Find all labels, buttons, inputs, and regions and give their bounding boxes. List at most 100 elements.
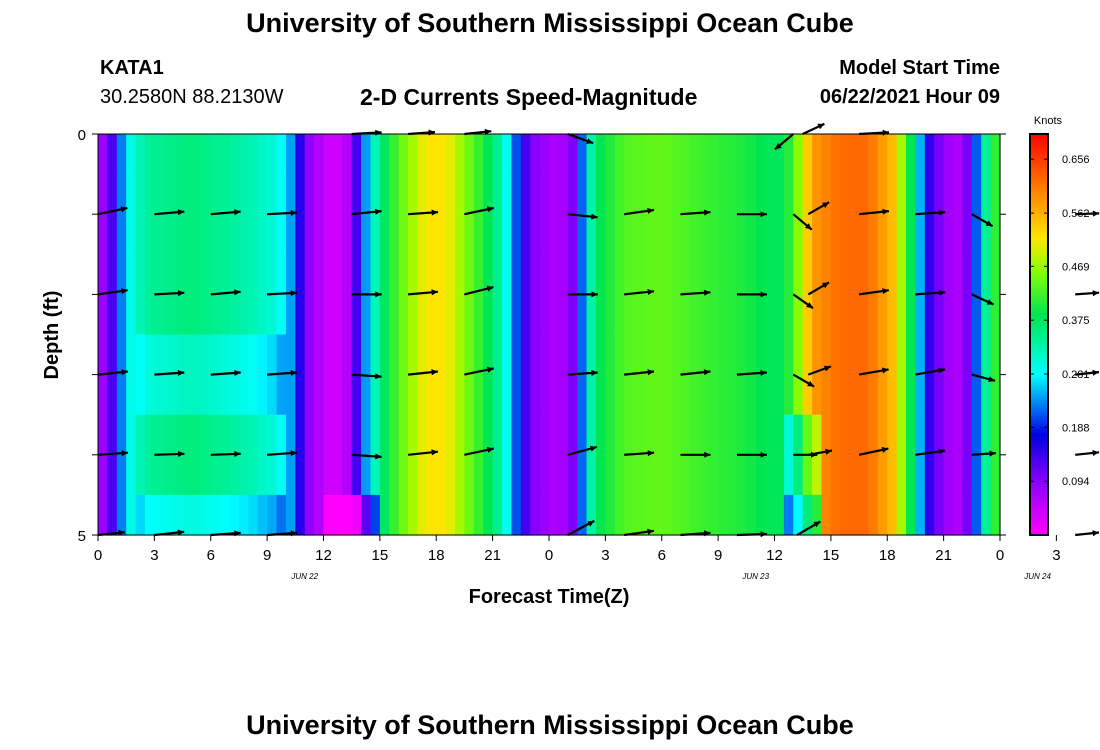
heatmap-cell	[154, 494, 165, 536]
y-axis-label: Depth (ft)	[41, 291, 63, 380]
heatmap-cell	[473, 414, 484, 496]
heatmap-cell	[718, 494, 729, 536]
heatmap-cell	[116, 134, 127, 175]
heatmap-cell	[464, 174, 475, 255]
heatmap-cell	[539, 494, 550, 536]
heatmap-cell	[191, 334, 202, 416]
heatmap-cell	[511, 334, 522, 416]
heatmap-cell	[671, 254, 682, 336]
current-vector-head	[1092, 369, 1099, 376]
current-vector-head	[647, 528, 654, 535]
heatmap-cell	[426, 134, 437, 175]
current-vector-head	[234, 369, 241, 376]
heatmap-cell	[774, 334, 785, 416]
heatmap-cell	[492, 174, 503, 255]
heatmap-cell	[689, 494, 700, 536]
heatmap-cell	[549, 494, 559, 536]
current-vector-head	[431, 289, 438, 296]
heatmap-cell	[887, 334, 898, 416]
heatmap-cell	[793, 134, 804, 175]
heatmap-cell	[417, 174, 428, 255]
heatmap-cell	[924, 334, 935, 416]
heatmap-cell	[962, 174, 973, 255]
heatmap-cell	[642, 494, 653, 536]
heatmap-cell	[511, 174, 522, 255]
heatmap-cell	[718, 174, 729, 255]
heatmap-cell	[887, 254, 898, 336]
y-tick-label: 0	[78, 127, 86, 144]
current-vector-head	[988, 376, 995, 383]
heatmap-cell	[285, 334, 296, 416]
heatmap-cell	[257, 134, 268, 175]
current-vector-head	[290, 450, 298, 457]
heatmap-cell	[953, 254, 964, 336]
heatmap-cell	[783, 134, 794, 175]
heatmap-cell	[445, 134, 456, 175]
heatmap-cell	[182, 254, 193, 336]
heatmap-cell	[116, 494, 127, 536]
heatmap-cell	[182, 334, 193, 416]
heatmap-cell	[379, 254, 390, 336]
current-vector-head	[234, 209, 241, 216]
heatmap-cell	[445, 174, 456, 255]
heatmap-cell	[868, 334, 879, 416]
heatmap-cell	[689, 334, 700, 416]
heatmap-cell	[492, 134, 503, 175]
heatmap-cell	[793, 494, 804, 536]
heatmap-cell	[398, 174, 409, 255]
current-vector-head	[431, 209, 438, 216]
heatmap-cell	[877, 334, 888, 416]
heatmap-cell	[868, 134, 879, 175]
heatmap-cell	[840, 134, 851, 175]
heatmap-cell	[332, 254, 343, 336]
current-vector-head	[881, 367, 889, 374]
heatmap-cell	[990, 414, 1001, 496]
x-tick-label: 9	[714, 547, 722, 564]
heatmap-cell	[953, 414, 964, 496]
heatmap-cell	[887, 494, 898, 536]
current-vector-head	[290, 290, 298, 297]
heatmap-cell	[896, 174, 907, 255]
heatmap-cell	[135, 174, 146, 255]
current-vector-head	[760, 291, 767, 298]
heatmap-cell	[924, 174, 935, 255]
heatmap-cell	[445, 254, 456, 336]
heatmap-cell	[586, 134, 597, 175]
heatmap-cell	[821, 494, 832, 536]
heatmap-cell	[774, 174, 785, 255]
heatmap-cell	[689, 254, 700, 336]
heatmap-cell	[915, 134, 926, 175]
heatmap-cell	[605, 174, 616, 255]
heatmap-cell	[718, 414, 729, 496]
heatmap-cell	[708, 334, 719, 416]
heatmap-cell	[323, 134, 334, 175]
heatmap-cell	[107, 494, 118, 536]
heatmap-cell	[426, 334, 437, 416]
heatmap-cell	[896, 414, 907, 496]
heatmap-cell	[417, 334, 428, 416]
heatmap-cell	[624, 134, 635, 175]
current-vector-head	[374, 208, 382, 215]
heatmap-cell	[642, 134, 653, 175]
heatmap-cell	[173, 494, 184, 536]
heatmap-cell	[727, 174, 738, 255]
heatmap-cell	[830, 254, 841, 336]
heatmap-cell	[774, 134, 785, 175]
current-vector-head	[431, 369, 438, 376]
heatmap-cell	[962, 414, 973, 496]
heatmap-cell	[802, 334, 813, 416]
heatmap-cell	[492, 254, 503, 336]
heatmap-cell	[229, 494, 240, 536]
heatmap-cell	[680, 134, 691, 175]
heatmap-cell	[727, 414, 738, 496]
heatmap-cell	[98, 174, 108, 255]
x-tick-label: 3	[150, 547, 158, 564]
heatmap-cell	[304, 174, 315, 255]
heatmap-cell	[126, 134, 137, 175]
heatmap-cell	[445, 414, 456, 496]
heatmap-cell	[699, 334, 710, 416]
heatmap-cell	[314, 414, 325, 496]
heatmap-cell	[859, 134, 870, 175]
heatmap-cell	[990, 494, 1001, 536]
heatmap-cell	[107, 414, 118, 496]
